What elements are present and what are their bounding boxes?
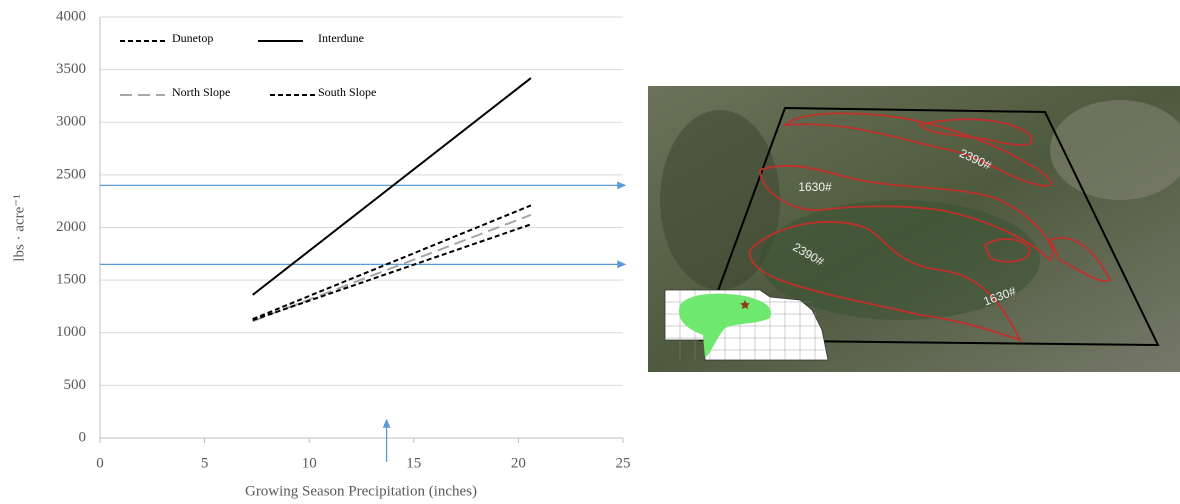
x-tick-label: 25 xyxy=(616,455,631,471)
y-tick-label: 1000 xyxy=(56,324,86,340)
y-tick-label: 3500 xyxy=(56,61,86,77)
series-line xyxy=(253,224,531,320)
area-label: 1630# xyxy=(798,180,832,194)
y-tick-label: 3000 xyxy=(56,114,86,130)
y-tick-label: 4000 xyxy=(56,8,86,24)
y-tick-label: 1500 xyxy=(56,272,86,288)
satellite-image: 2390#1630#2390#1630# xyxy=(648,86,1180,372)
y-tick-label: 500 xyxy=(64,377,87,393)
y-tick-label: 2500 xyxy=(56,166,86,182)
legend-label: North Slope xyxy=(172,85,230,99)
series-line xyxy=(253,78,531,295)
x-axis-label: Growing Season Precipitation (inches) xyxy=(245,483,477,499)
x-tick-label: 5 xyxy=(201,455,209,471)
y-tick-label: 2000 xyxy=(56,219,86,235)
legend-label: Interdune xyxy=(318,31,364,45)
x-tick-label: 15 xyxy=(406,455,421,471)
page: Growing Season Precipitation (inches) lb… xyxy=(0,0,1180,504)
x-tick-label: 20 xyxy=(511,455,526,471)
x-tick-label: 0 xyxy=(96,455,104,471)
legend-label: Dunetop xyxy=(172,31,213,45)
chart: Growing Season Precipitation (inches) lb… xyxy=(11,8,630,499)
y-axis-label: lbs · acre⁻¹ xyxy=(11,194,27,261)
x-tick-label: 10 xyxy=(302,455,317,471)
legend-label: South Slope xyxy=(318,85,376,99)
y-tick-label: 0 xyxy=(79,429,87,445)
